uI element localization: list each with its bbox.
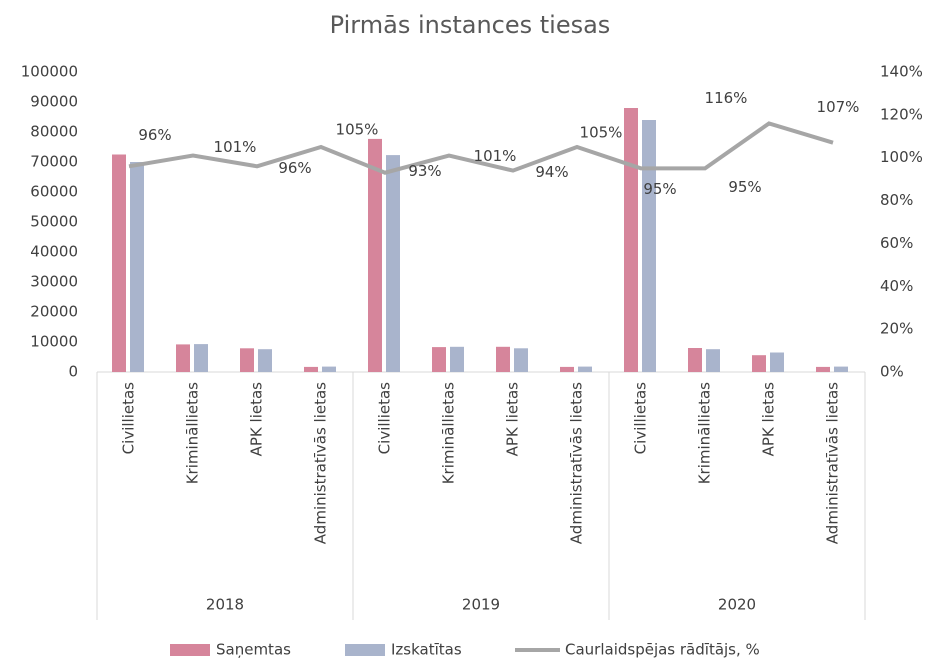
y-tick-label: 10000	[30, 333, 78, 351]
y2-tick-label: 0%	[880, 363, 904, 381]
x-tick-label: APK lietas	[248, 382, 266, 457]
data-label: 101%	[214, 138, 257, 156]
data-label: 101%	[474, 147, 517, 165]
bar	[368, 138, 382, 372]
bar	[642, 120, 656, 372]
group-label: 2019	[462, 596, 500, 614]
y2-tick-label: 120%	[880, 105, 923, 123]
bar	[240, 348, 254, 372]
data-label: 105%	[336, 121, 379, 139]
bar	[560, 366, 574, 372]
y2-tick-label: 100%	[880, 148, 923, 166]
bar	[386, 155, 400, 372]
group-label: 2018	[206, 596, 244, 614]
y-tick-label: 0	[68, 363, 78, 381]
legend-label: Caurlaidspējas rādītājs, %	[565, 641, 760, 659]
y-tick-label: 90000	[30, 93, 78, 111]
legend-label: Izskatītas	[391, 641, 462, 659]
chart-title: Pirmās instances tiesas	[330, 11, 611, 39]
x-tick-label: Krimināllietas	[440, 382, 458, 484]
data-label: 94%	[535, 163, 568, 181]
y2-tick-label: 40%	[880, 277, 913, 295]
bar	[112, 154, 126, 372]
y-tick-label: 20000	[30, 303, 78, 321]
bar	[770, 352, 784, 372]
data-label: 95%	[728, 178, 761, 196]
bar	[450, 346, 464, 372]
bar	[688, 348, 702, 372]
x-tick-label: Civillietas	[376, 382, 394, 454]
x-tick-label: Administratīvās lietas	[312, 382, 330, 544]
x-tick-label: APK lietas	[504, 382, 522, 457]
x-tick-label: APK lietas	[760, 382, 778, 457]
x-tick-label: Civillietas	[120, 382, 138, 454]
bar	[304, 366, 318, 372]
y-tick-label: 80000	[30, 123, 78, 141]
y-tick-label: 30000	[30, 273, 78, 291]
bar	[816, 366, 830, 372]
bar	[176, 344, 190, 372]
legend-label: Saņemtas	[216, 641, 291, 659]
data-label: 95%	[643, 180, 676, 198]
bar	[432, 347, 446, 372]
y-tick-label: 60000	[30, 183, 78, 201]
data-label: 105%	[580, 124, 623, 142]
legend-swatch	[345, 644, 385, 656]
bar	[322, 366, 336, 372]
x-tick-label: Krimināllietas	[184, 382, 202, 484]
y-tick-label: 100000	[21, 63, 78, 81]
y-tick-label: 50000	[30, 213, 78, 231]
x-tick-label: Administratīvās lietas	[568, 382, 586, 544]
bar	[514, 348, 528, 372]
y-tick-label: 40000	[30, 243, 78, 261]
data-label: 93%	[408, 162, 441, 180]
bar	[496, 346, 510, 372]
y-tick-label: 70000	[30, 153, 78, 171]
y2-tick-label: 80%	[880, 191, 913, 209]
data-label: 96%	[138, 126, 171, 144]
bar	[258, 349, 272, 372]
x-tick-label: Krimināllietas	[696, 382, 714, 484]
line	[128, 121, 834, 175]
bar	[578, 366, 592, 372]
data-label: 116%	[705, 89, 748, 107]
data-label: 96%	[278, 159, 311, 177]
group-label: 2020	[718, 596, 756, 614]
bar	[834, 366, 848, 372]
bar	[706, 349, 720, 372]
data-label: 107%	[817, 98, 860, 116]
legend-swatch	[170, 644, 210, 656]
y2-tick-label: 20%	[880, 320, 913, 338]
bar	[752, 355, 766, 372]
y2-tick-label: 60%	[880, 234, 913, 252]
bar	[624, 108, 638, 372]
bar	[194, 344, 208, 372]
bar	[130, 162, 144, 372]
y2-tick-label: 140%	[880, 63, 923, 81]
x-tick-label: Administratīvās lietas	[824, 382, 842, 544]
x-tick-label: Civillietas	[632, 382, 650, 454]
